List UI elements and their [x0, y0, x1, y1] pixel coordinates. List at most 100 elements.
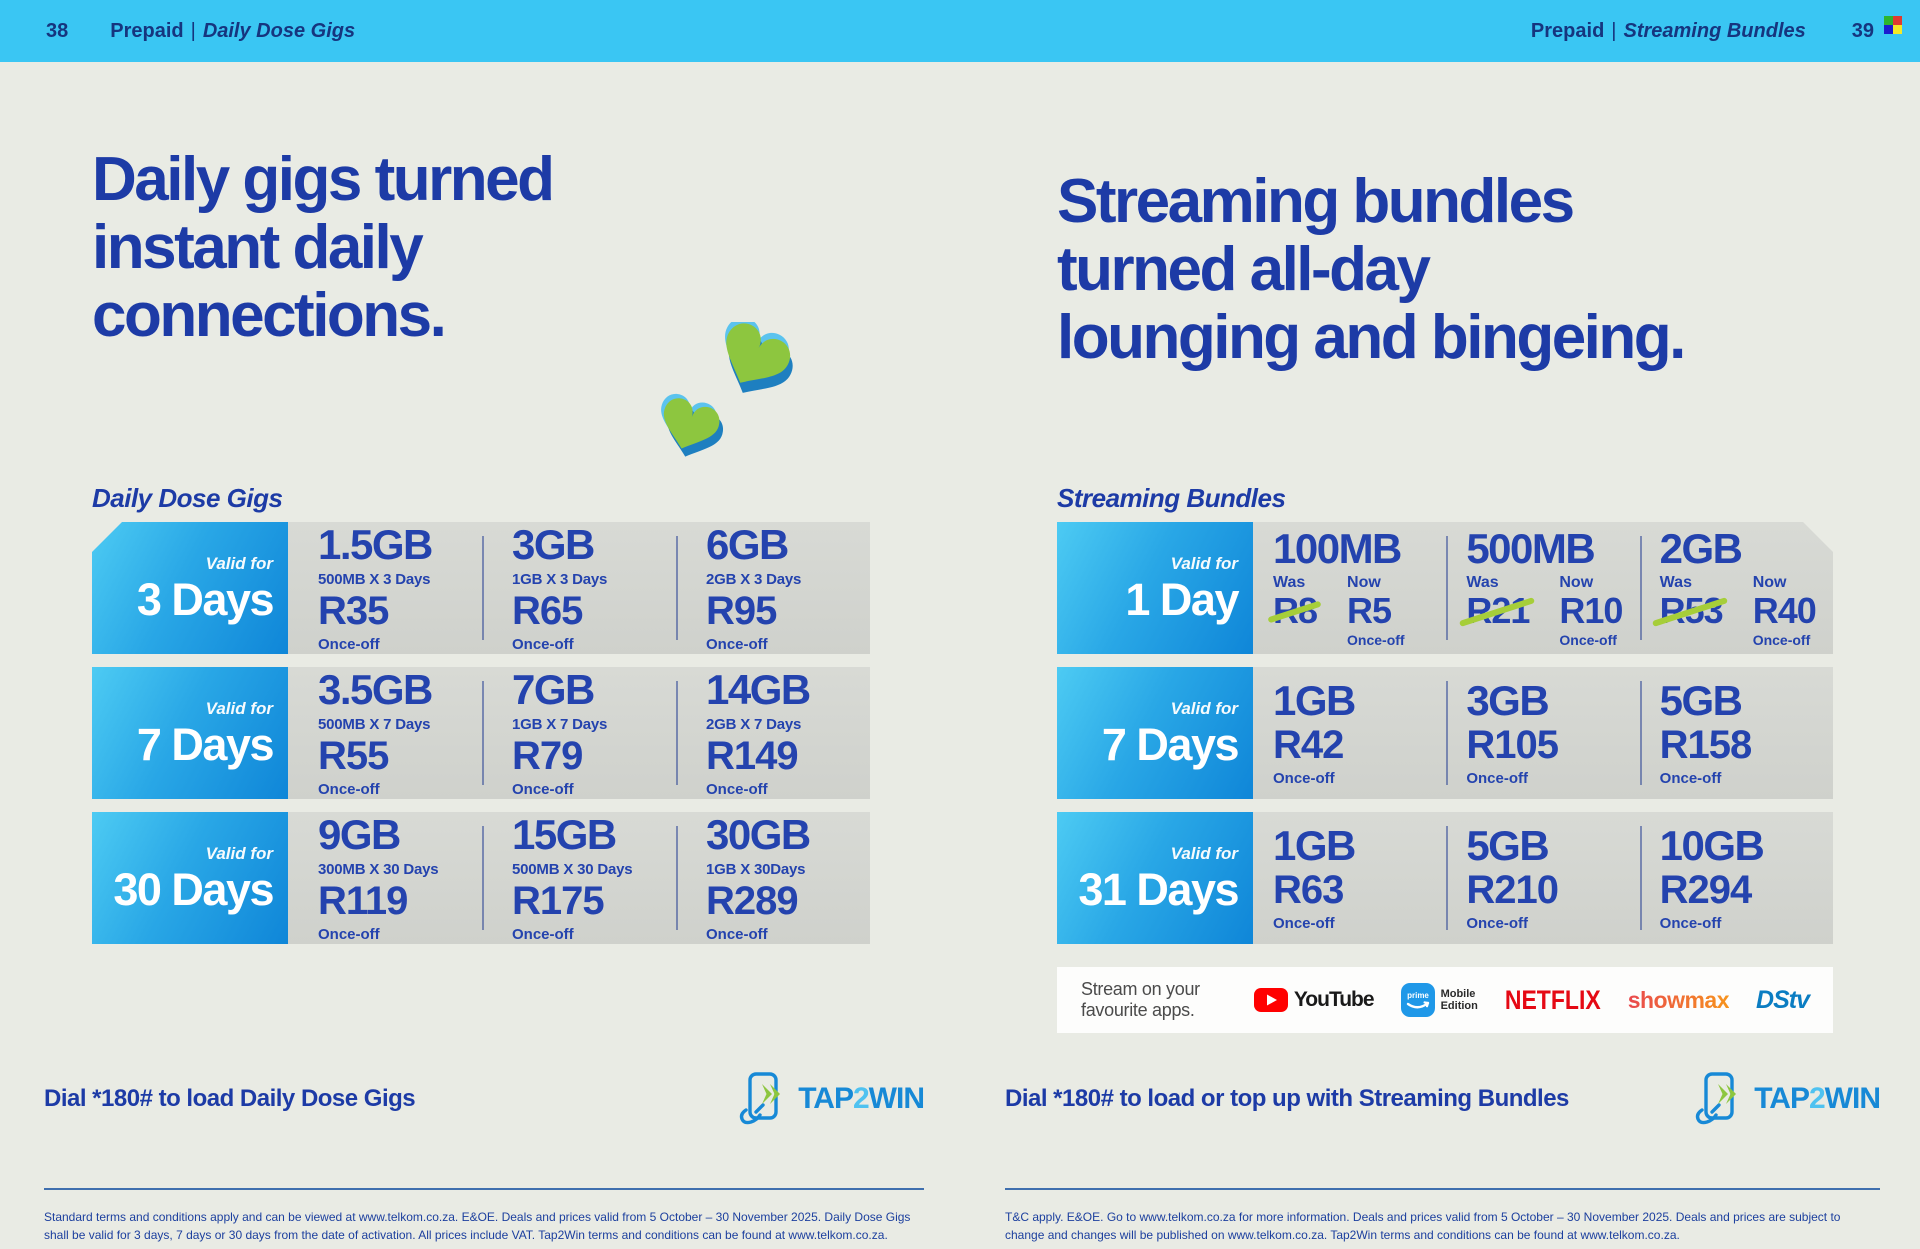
showmax-logo: showmax	[1627, 986, 1730, 1013]
duration-box: Valid for 1 Day	[1057, 522, 1253, 654]
footer-right: Dial *180# to load or top up with Stream…	[1005, 1058, 1881, 1244]
bundle-detail: 1GB X 7 Days	[512, 715, 608, 733]
table-row: Valid for 7 Days 1GB R42 Once-off 3GB R1…	[1057, 667, 1833, 799]
was-label: Was	[1466, 574, 1499, 592]
youtube-logo: YouTube	[1253, 988, 1375, 1012]
was-column: Was R8	[1273, 574, 1317, 648]
bundle-term: Once-off	[706, 925, 768, 943]
bundle-price: R95	[706, 588, 777, 633]
footer-row: Dial *180# to load Daily Dose Gigs TAP2W…	[44, 1058, 925, 1140]
now-price: R10	[1559, 590, 1623, 632]
bundle-cell: 3GB R105 Once-off	[1446, 667, 1639, 799]
was-now-prices: Was R8 Now R5 Once-off	[1273, 574, 1446, 648]
bundle-cell: 5GB R158 Once-off	[1639, 667, 1833, 799]
was-now-prices: Was R21 Now R10 Once-off	[1466, 574, 1639, 648]
bundle-term: Once-off	[318, 780, 380, 798]
bundle-size: 2GB	[1659, 525, 1742, 573]
prime-video-mobile-edition-logo: prime Mobile Edition	[1400, 983, 1478, 1017]
bundle-cell: 7GB 1GB X 7 Days R79 Once-off	[482, 667, 676, 799]
now-price: R5	[1347, 590, 1392, 632]
bundle-size: 15GB	[512, 810, 617, 858]
bundle-term: Once-off	[706, 635, 768, 653]
bundle-price: R55	[318, 733, 389, 778]
subsection-label: Daily Dose Gigs	[202, 19, 356, 42]
headline-line: Daily gigs turned	[92, 145, 555, 214]
bundle-term: Once-off	[1347, 631, 1405, 648]
daily-dose-gigs-table: Valid for 3 Days 1.5GB 500MB X 3 Days R3…	[92, 522, 870, 944]
header-left: 38 Prepaid | Daily Dose Gigs	[46, 20, 355, 43]
row-cells: 1GB R42 Once-off 3GB R105 Once-off 5GB R…	[1253, 667, 1833, 799]
bundle-term: Once-off	[1659, 914, 1722, 932]
bundle-cell: 500MB Was R21 Now R10 Once-off	[1446, 522, 1639, 654]
footer-divider	[44, 1188, 924, 1190]
apps-caption: Stream on your favourite apps.	[1081, 979, 1200, 1020]
header-right: Prepaid | Streaming Bundles 39	[1531, 20, 1874, 43]
breadcrumb-divider: |	[1611, 19, 1617, 42]
page-number-left: 38	[46, 19, 69, 42]
bundle-price: R119	[318, 878, 408, 923]
now-column: Now R40 Once-off	[1753, 574, 1816, 648]
bundle-cell: 5GB R210 Once-off	[1446, 812, 1639, 944]
prime-video-icon: prime	[1400, 983, 1435, 1017]
breadcrumb-left: Prepaid | Daily Dose Gigs	[110, 20, 355, 43]
netflix-logo: NETFLIX	[1504, 984, 1601, 1015]
bundle-detail: 1GB X 3 Days	[512, 570, 608, 588]
prime-label-line: Mobile	[1440, 987, 1476, 1000]
bundle-price: R289	[706, 878, 799, 923]
tap2win-wordmark: TAP2WIN	[1754, 1082, 1881, 1116]
was-label: Was	[1659, 574, 1692, 592]
bundle-cell: 1GB R63 Once-off	[1253, 812, 1446, 944]
duration-label: 30 Days	[113, 864, 274, 915]
table-row: Valid for 7 Days 3.5GB 500MB X 7 Days R5…	[92, 667, 870, 799]
bundle-term: Once-off	[512, 925, 574, 943]
page-number-right: 39	[1851, 19, 1874, 42]
bundle-price: R63	[1273, 867, 1344, 912]
bundle-size: 9GB	[318, 810, 401, 858]
headline-line: Streaming bundles	[1057, 167, 1575, 236]
bundle-size: 10GB	[1659, 821, 1765, 869]
row-cells: 9GB 300MB X 30 Days R119 Once-off 15GB 5…	[288, 812, 870, 944]
bundle-cell: 15GB 500MB X 30 Days R175 Once-off	[482, 812, 676, 944]
bundle-cell: 10GB R294 Once-off	[1639, 812, 1833, 944]
was-column: Was R21	[1466, 574, 1529, 648]
table-row: Valid for 31 Days 1GB R63 Once-off 5GB R…	[1057, 812, 1833, 944]
bundle-term: Once-off	[1752, 631, 1811, 648]
bundle-term: Once-off	[1559, 631, 1617, 648]
valid-for-label: Valid for	[1170, 699, 1238, 718]
table-title-streaming-bundles: Streaming Bundles	[1057, 483, 1286, 513]
bundle-cell: 30GB 1GB X 30Days R289 Once-off	[676, 812, 870, 944]
bundle-detail: 500MB X 3 Days	[318, 570, 431, 588]
duration-label: 31 Days	[1078, 864, 1239, 915]
headline-line: turned all-day	[1057, 235, 1431, 305]
valid-for-label: Valid for	[205, 554, 273, 573]
bundle-term: Once-off	[1659, 769, 1722, 787]
bundle-cell: 1GB R42 Once-off	[1253, 667, 1446, 799]
bundle-size: 14GB	[706, 665, 811, 713]
was-price: R53	[1659, 590, 1723, 632]
now-label: Now	[1752, 574, 1787, 592]
bundle-detail: 2GB X 7 Days	[706, 715, 802, 733]
bundle-cell: 6GB 2GB X 3 Days R95 Once-off	[676, 522, 870, 654]
duration-label: 1 Day	[1125, 574, 1239, 625]
prime-mobile-edition-label: Mobile Edition	[1441, 988, 1478, 1012]
bundle-detail: 500MB X 30 Days	[512, 860, 633, 878]
section-label: Prepaid	[110, 19, 184, 42]
duration-label: 7 Days	[1101, 719, 1240, 770]
bundle-size: 1GB	[1273, 821, 1356, 869]
row-cells: 1.5GB 500MB X 3 Days R35 Once-off 3GB 1G…	[288, 522, 870, 654]
bundle-size: 1GB	[1273, 676, 1356, 724]
headline-daily-gigs: Daily gigs turned instant daily connecti…	[92, 145, 732, 351]
bundle-price: R65	[512, 588, 583, 633]
bundle-term: Once-off	[318, 635, 380, 653]
bundle-term: Once-off	[706, 780, 768, 798]
bundle-size: 30GB	[706, 810, 811, 858]
footer-divider	[1005, 1188, 1880, 1190]
bundle-detail: 1GB X 30Days	[706, 860, 806, 878]
now-label: Now	[1559, 574, 1594, 592]
bundle-price: R35	[318, 588, 389, 633]
duration-box: Valid for 7 Days	[92, 667, 288, 799]
row-cells: 1GB R63 Once-off 5GB R210 Once-off 10GB …	[1253, 812, 1833, 944]
tap2win-logo: TAP2WIN	[1688, 1070, 1881, 1128]
bundle-price: R105	[1466, 722, 1559, 767]
subsection-label: Streaming Bundles	[1623, 19, 1806, 42]
